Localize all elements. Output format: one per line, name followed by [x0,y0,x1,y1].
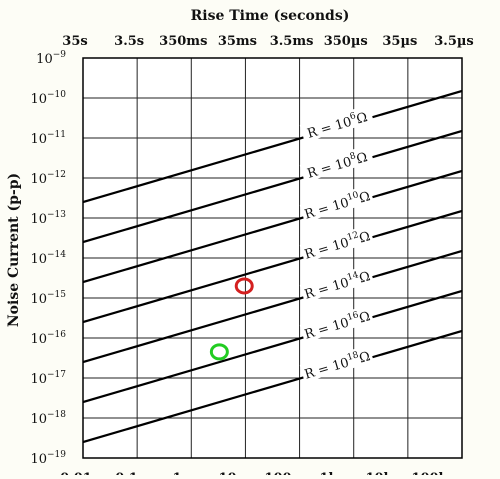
bottom-tick-label: 100k [411,471,448,475]
series-label-bg [299,104,374,143]
bottom-tick-label: 1k [319,471,338,475]
bottom-tick-label: 10 [218,471,236,475]
top-tick-label: 35ms [218,34,257,49]
bottom-tick-label: 0.01 [60,471,92,475]
y-tick-label: 10−18 [30,410,66,427]
top-tick-label: 35µs [382,34,417,49]
series-label-bg [299,264,374,303]
y-tick-label: 10−14 [30,250,66,267]
y-tick-label: 10−15 [30,290,66,307]
bottom-tick-label: 0.1 [115,471,138,475]
y-tick-label: 10−16 [30,330,66,347]
series-label-bg [299,224,374,263]
top-tick-label: 3.5ms [270,34,314,49]
bottom-tick-label: 100 [264,471,291,475]
y-axis-title: Noise Current (p-p) [6,173,22,327]
bottom-tick-label: 10k [365,471,393,475]
y-tick-label: 10−17 [30,370,66,387]
bottom-tick-label: 1 [172,471,181,475]
series-label-bg [299,144,374,183]
top-axis-title: Rise Time (seconds) [191,8,350,24]
y-tick-label: 10−9 [36,50,66,67]
series-line [83,169,462,284]
y-tick-label: 10−19 [30,450,66,467]
series-line [83,129,462,244]
y-tick-label: 10−10 [30,90,66,107]
series-label-bg [299,304,374,343]
y-tick-label: 10−11 [30,130,66,147]
series-line [83,289,462,404]
top-tick-label: 350ms [159,34,207,49]
series-label-bg [299,184,374,223]
series-label-bg [299,344,374,383]
y-tick-label: 10−12 [30,170,66,187]
series-line [83,209,462,324]
top-tick-label: 3.5s [114,34,144,49]
top-tick-label: 350µs [324,34,368,49]
top-tick-label: 35s [62,34,87,49]
green-circle-marker [209,343,229,361]
top-tick-label: 3.5µs [434,34,473,49]
plot-frame [82,57,463,459]
series-line [83,329,462,444]
y-tick-label: 10−13 [30,210,66,227]
series-line [83,89,462,204]
red-circle-marker [234,277,254,295]
series-line [83,249,462,364]
